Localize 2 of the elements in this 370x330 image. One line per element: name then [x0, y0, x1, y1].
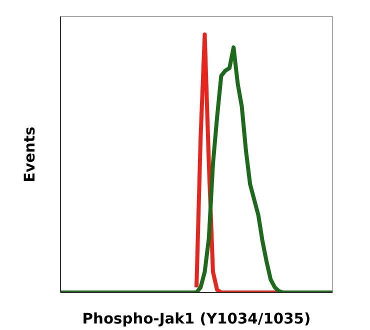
x-axis-title: Phospho-Jak1 (Y1034/1035) [82, 310, 311, 328]
y-axis-title: Events [22, 126, 38, 182]
